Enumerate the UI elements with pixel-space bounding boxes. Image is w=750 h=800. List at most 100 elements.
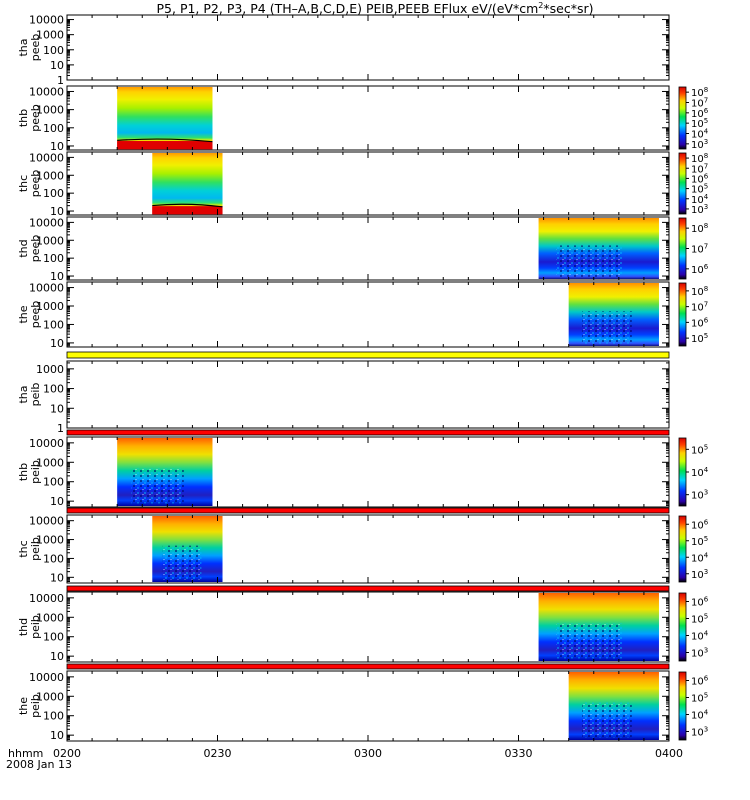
- y-tick-label: 1000: [36, 534, 64, 547]
- y-tick-label: 10: [50, 337, 64, 350]
- colorbar: [678, 671, 687, 741]
- panel-type-label: peeb: [29, 34, 42, 62]
- spectrogram-noise: [131, 468, 184, 504]
- panel-probe-label: thd: [17, 239, 30, 257]
- low-energy-band: [152, 206, 223, 215]
- panel-type-label: peeb: [29, 170, 42, 198]
- colorbar-tick-label: 107: [691, 162, 708, 175]
- y-tick-label: 1000: [36, 363, 64, 376]
- colorbar-tick-label: 103: [691, 647, 708, 660]
- colorbar-tick-label: 108: [691, 152, 708, 165]
- y-tick-label: 100: [43, 187, 64, 200]
- y-tick-label: 1000: [36, 690, 64, 703]
- panel-probe-label: thb: [17, 109, 30, 127]
- y-tick-label: 1000: [36, 104, 64, 117]
- spectrogram-noise: [582, 702, 632, 738]
- colorbar: [678, 592, 687, 662]
- x-tick-label: 0230: [204, 747, 232, 760]
- y-tick-label: 10000: [29, 14, 64, 27]
- colorbar-tick-label: 104: [691, 551, 709, 564]
- panel-probe-label: the: [17, 697, 30, 715]
- colorbar-tick-label: 106: [691, 675, 709, 688]
- y-tick-label: 100: [43, 552, 64, 565]
- low-energy-band: [117, 141, 213, 150]
- x-tick-label: 0330: [505, 747, 533, 760]
- panel-probe-label: the: [17, 305, 30, 323]
- y-tick-label: 10000: [29, 151, 64, 164]
- y-tick-label: 10: [50, 495, 64, 508]
- flag-bar: [66, 585, 670, 592]
- y-tick-label: 10000: [29, 515, 64, 528]
- colorbar-tick-label: 105: [691, 183, 708, 196]
- colorbar-tick-label: 105: [691, 332, 708, 345]
- flag-bar: [66, 351, 670, 359]
- colorbar-tick-label: 103: [691, 726, 708, 739]
- y-tick-label: 1000: [36, 611, 64, 624]
- colorbar-tick-label: 104: [691, 128, 709, 141]
- colorbar-tick-label: 108: [691, 285, 708, 298]
- panel-type-label: peib: [29, 460, 42, 484]
- panel-type-label: peib: [29, 537, 42, 561]
- x-tick-label: 0300: [354, 747, 382, 760]
- panel-type-label: peeb: [29, 104, 42, 132]
- colorbar: [678, 152, 687, 215]
- spectrogram-noise: [582, 311, 632, 344]
- y-tick-label: 100: [43, 122, 64, 135]
- flag-bar: [66, 507, 670, 514]
- colorbar-tick-label: 104: [691, 193, 709, 206]
- y-tick-label: 10: [50, 205, 64, 218]
- panel-probe-label: thb: [17, 463, 30, 481]
- colorbar-tick-label: 106: [691, 518, 709, 531]
- spacecraft-potential-line: [117, 138, 213, 143]
- y-tick-label: 1000: [36, 169, 64, 182]
- panel-type-label: peeb: [29, 235, 42, 263]
- panel-probe-label: thc: [17, 175, 30, 192]
- panel-thd-peeb: 10 100 1000 10000 thd peeb 106 107 108: [17, 216, 709, 283]
- flag-bars: [66, 351, 670, 670]
- y-tick-label: 10: [50, 270, 64, 283]
- colorbar-tick-label: 104: [691, 709, 709, 722]
- panel-the-peeb: 10 100 1000 10000 the peeb 105 106 107 108: [17, 281, 709, 350]
- colorbar-tick-label: 108: [691, 86, 708, 99]
- colorbar-tick-label: 105: [691, 535, 708, 548]
- panel-thd-peib: 10 100 1000 10000 thd peib 103 104 105 106: [17, 591, 709, 663]
- colorbar-tick-label: 105: [691, 117, 708, 130]
- y-tick-label: 10000: [29, 592, 64, 605]
- y-tick-label: 10000: [29, 282, 64, 295]
- colorbar-tick-label: 105: [691, 443, 708, 456]
- panel-thb-peib: 10 100 1000 10000 thb peib 103 104 105: [17, 436, 709, 508]
- y-tick-label: 100: [43, 252, 64, 265]
- colorbar-tick-label: 103: [691, 138, 708, 151]
- panel-type-label: peeb: [29, 301, 42, 329]
- spectrogram-noise: [556, 623, 623, 659]
- y-tick-label: 100: [43, 318, 64, 331]
- x-tick-label: 0400: [655, 747, 683, 760]
- colorbar: [678, 217, 687, 280]
- colorbar: [678, 282, 687, 347]
- y-tick-label: 10: [50, 59, 64, 72]
- panel-tha-peib: 1 10 100 1000 tha peib: [17, 360, 670, 435]
- colorbar-tick-label: 104: [691, 466, 709, 479]
- colorbar: [678, 515, 687, 583]
- panel-type-label: peib: [29, 615, 42, 639]
- y-tick-label: 10: [50, 729, 64, 742]
- y-tick-label: 1000: [36, 456, 64, 469]
- y-tick-label: 10: [50, 140, 64, 153]
- colorbar-tick-label: 106: [691, 316, 709, 329]
- colorbar-tick-label: 105: [691, 613, 708, 626]
- y-tick-label: 10000: [29, 216, 64, 229]
- x-axis-label: hhmm: [8, 747, 43, 760]
- y-tick-label: 10000: [29, 437, 64, 450]
- y-tick-label: 100: [43, 44, 64, 57]
- y-tick-label: 1: [57, 422, 64, 435]
- y-tick-label: 100: [43, 476, 64, 489]
- y-tick-label: 1000: [36, 300, 64, 313]
- y-tick-label: 100: [43, 710, 64, 723]
- y-tick-label: 10: [50, 571, 64, 584]
- colorbar-tick-label: 107: [691, 301, 708, 314]
- panel-thc-peib: 10 100 1000 10000 thc peib 103 104 105 106: [17, 514, 709, 584]
- colorbar-tick-label: 106: [691, 172, 709, 185]
- panel-probe-label: thd: [17, 618, 30, 636]
